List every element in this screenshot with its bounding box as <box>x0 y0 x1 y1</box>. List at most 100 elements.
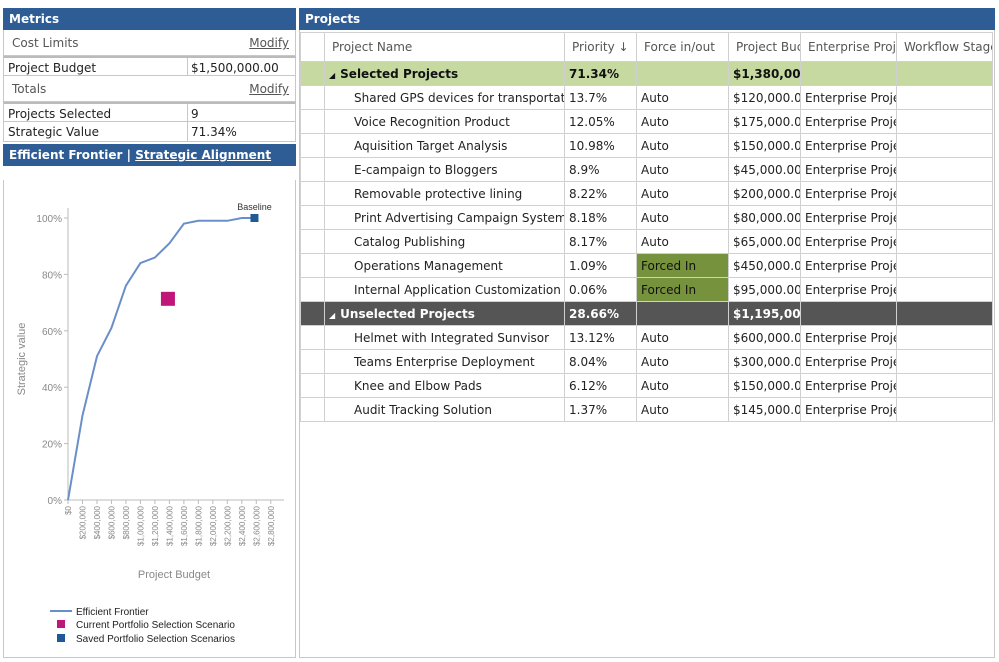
force-cell[interactable]: Forced In <box>636 253 729 278</box>
grid-header-row: Project Name Priority ↓ Force in/out Pro… <box>300 32 993 62</box>
project-row[interactable]: E-campaign to Bloggers 8.9% Auto $45,000.00… <box>300 157 993 182</box>
col-workflow-stage[interactable]: Workflow Stage <box>896 32 993 62</box>
project-name-cell[interactable]: Catalog Publishing <box>324 229 565 254</box>
project-row[interactable]: Shared GPS devices for transportation 13.… <box>300 85 993 110</box>
legend-current-swatch <box>57 620 65 628</box>
modify-cost-limits-link[interactable]: Modify <box>249 36 289 50</box>
row-selector[interactable] <box>300 157 325 182</box>
row-selector[interactable] <box>300 229 325 254</box>
priority-cell: 13.7% <box>564 85 637 110</box>
project-name-cell[interactable]: Voice Recognition Product <box>324 109 565 134</box>
col-project-name[interactable]: Project Name <box>324 32 565 62</box>
project-row[interactable]: Voice Recognition Product 12.05% Auto $175,… <box>300 109 993 134</box>
project-name-cell[interactable]: Operations Management <box>324 253 565 278</box>
enterprise-cell: Enterprise Projec <box>800 157 897 182</box>
row-selector[interactable] <box>300 181 325 206</box>
force-cell[interactable]: Auto <box>636 205 729 230</box>
force-cell[interactable]: Auto <box>636 325 729 350</box>
force-cell[interactable]: Auto <box>636 85 729 110</box>
col-priority[interactable]: Priority ↓ <box>564 32 637 62</box>
col-force[interactable]: Force in/out <box>636 32 729 62</box>
row-selector[interactable] <box>300 133 325 158</box>
projects-selected-row: Projects Selected 9 <box>3 102 296 122</box>
modify-totals-link[interactable]: Modify <box>249 82 289 96</box>
row-selector[interactable] <box>300 253 325 278</box>
project-name-cell[interactable]: Helmet with Integrated Sunvisor <box>324 325 565 350</box>
group-row[interactable]: ◢ Selected Projects 71.34% $1,380,000. <box>300 61 993 86</box>
force-cell[interactable]: Auto <box>636 133 729 158</box>
row-selector[interactable] <box>300 85 325 110</box>
enterprise-cell: Enterprise Projec <box>800 85 897 110</box>
force-cell[interactable]: Auto <box>636 349 729 374</box>
project-row[interactable]: Operations Management 1.09% Forced In $450,… <box>300 253 993 278</box>
priority-cell: 1.09% <box>564 253 637 278</box>
row-selector[interactable] <box>300 109 325 134</box>
row-selector[interactable] <box>300 325 325 350</box>
project-row[interactable]: Aquisition Target Analysis 10.98% Auto $150… <box>300 133 993 158</box>
row-selector-header <box>300 32 325 62</box>
project-row[interactable]: Removable protective lining 8.22% Auto $200… <box>300 181 993 206</box>
group-row[interactable]: ◢ Unselected Projects 28.66% $1,195,000. <box>300 301 993 326</box>
budget-cell: $95,000.00 <box>728 277 801 302</box>
project-name-cell[interactable]: Internal Application Customization <box>324 277 565 302</box>
tab-strategic-alignment[interactable]: Strategic Alignment <box>135 148 272 162</box>
force-cell[interactable]: Auto <box>636 109 729 134</box>
force-cell[interactable]: Auto <box>636 181 729 206</box>
row-selector[interactable] <box>300 301 325 326</box>
priority-cell: 0.06% <box>564 277 637 302</box>
project-row[interactable]: Print Advertising Campaign System 8.18% Au… <box>300 205 993 230</box>
x-axis-label: Project Budget <box>138 569 210 581</box>
col-budget[interactable]: Project Buc <box>728 32 801 62</box>
current-scenario-marker[interactable] <box>160 291 175 306</box>
row-selector[interactable] <box>300 397 325 422</box>
budget-cell: $45,000.00 <box>728 157 801 182</box>
project-name-cell[interactable]: Teams Enterprise Deployment <box>324 349 565 374</box>
project-row[interactable]: Helmet with Integrated Sunvisor 13.12% Aut… <box>300 325 993 350</box>
projects-selected-label: Projects Selected <box>4 104 188 121</box>
tab-efficient-frontier[interactable]: Efficient Frontier <box>9 148 123 162</box>
col-enterprise[interactable]: Enterprise Proje <box>800 32 897 62</box>
project-name-cell[interactable]: Audit Tracking Solution <box>324 397 565 422</box>
row-selector[interactable] <box>300 205 325 230</box>
project-name-cell[interactable]: Shared GPS devices for transportation <box>324 85 565 110</box>
force-cell[interactable]: Auto <box>636 397 729 422</box>
group-name-cell[interactable]: ◢ Unselected Projects <box>324 301 565 326</box>
col-priority-label: Priority <box>572 40 615 54</box>
row-selector[interactable] <box>300 373 325 398</box>
row-selector[interactable] <box>300 61 325 86</box>
project-name-cell[interactable]: Knee and Elbow Pads <box>324 373 565 398</box>
project-name-cell[interactable]: Removable protective lining <box>324 181 565 206</box>
project-row[interactable]: Audit Tracking Solution 1.37% Auto $145,000… <box>300 397 993 422</box>
force-cell[interactable]: Forced In <box>636 277 729 302</box>
sort-desc-icon: ↓ <box>618 40 629 54</box>
project-name-cell[interactable]: Print Advertising Campaign System <box>324 205 565 230</box>
project-row[interactable]: Knee and Elbow Pads6.12%Auto$150,000.00E… <box>300 373 993 398</box>
y-axis-label: Strategic value <box>16 323 28 396</box>
row-selector[interactable] <box>300 349 325 374</box>
workflow-stage-cell <box>896 397 993 422</box>
force-cell[interactable]: Auto <box>636 229 729 254</box>
project-row[interactable]: Internal Application Customization 0.06% F… <box>300 277 993 302</box>
project-name-cell[interactable]: E-campaign to Bloggers <box>324 157 565 182</box>
collapse-triangle-icon[interactable]: ◢ <box>329 70 336 80</box>
workflow-stage-cell <box>896 181 993 206</box>
budget-cell: $150,000.00 <box>728 133 801 158</box>
projects-grid: Project Name Priority ↓ Force in/out Pro… <box>300 32 993 422</box>
collapse-triangle-icon[interactable]: ◢ <box>329 310 336 320</box>
budget-cell: $175,000.00 <box>728 109 801 134</box>
project-row[interactable]: Catalog Publishing 8.17% Auto $65,000.00 Ent… <box>300 229 993 254</box>
totals-row: Totals Modify <box>3 76 296 102</box>
force-cell[interactable]: Auto <box>636 373 729 398</box>
x-tick-label: $400,000 <box>93 505 102 539</box>
row-selector[interactable] <box>300 277 325 302</box>
force-cell[interactable]: Auto <box>636 157 729 182</box>
workflow-stage-cell <box>896 373 993 398</box>
budget-cell: $300,000.00 <box>728 349 801 374</box>
workflow-stage-cell <box>896 85 993 110</box>
metrics-header: Metrics <box>3 8 296 30</box>
project-row[interactable]: Teams Enterprise Deployment 8.04% Auto $300… <box>300 349 993 374</box>
saved-scenario-marker[interactable] <box>250 214 259 222</box>
project-name-cell[interactable]: Aquisition Target Analysis <box>324 133 565 158</box>
legend-saved-scenarios: Saved Portfolio Selection Scenarios <box>76 634 235 645</box>
group-name-cell[interactable]: ◢ Selected Projects <box>324 61 565 86</box>
